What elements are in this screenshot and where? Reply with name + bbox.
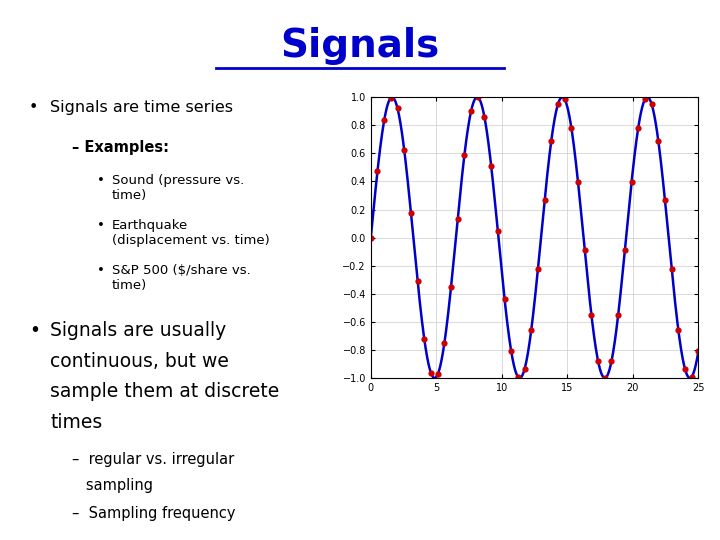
Text: continuous, but we: continuous, but we xyxy=(50,352,229,370)
Text: Earthquake
(displacement vs. time): Earthquake (displacement vs. time) xyxy=(112,219,269,247)
Text: –  regular vs. irregular: – regular vs. irregular xyxy=(72,452,234,467)
Text: •: • xyxy=(29,321,40,340)
Text: •: • xyxy=(29,100,38,115)
Text: •: • xyxy=(97,219,105,232)
Text: S&P 500 ($/share vs.
time): S&P 500 ($/share vs. time) xyxy=(112,264,251,292)
Text: •: • xyxy=(97,174,105,187)
Text: –  Sampling frequency: – Sampling frequency xyxy=(72,506,235,521)
Text: times: times xyxy=(50,413,103,432)
Text: Signals are time series: Signals are time series xyxy=(50,100,233,115)
Text: Signals are usually: Signals are usually xyxy=(50,321,227,340)
Text: Sound (pressure vs.
time): Sound (pressure vs. time) xyxy=(112,174,244,202)
Text: sample them at discrete: sample them at discrete xyxy=(50,382,279,401)
Text: – Examples:: – Examples: xyxy=(72,140,169,156)
Text: Signals: Signals xyxy=(280,27,440,65)
Text: •: • xyxy=(97,264,105,277)
Text: sampling: sampling xyxy=(72,478,153,493)
